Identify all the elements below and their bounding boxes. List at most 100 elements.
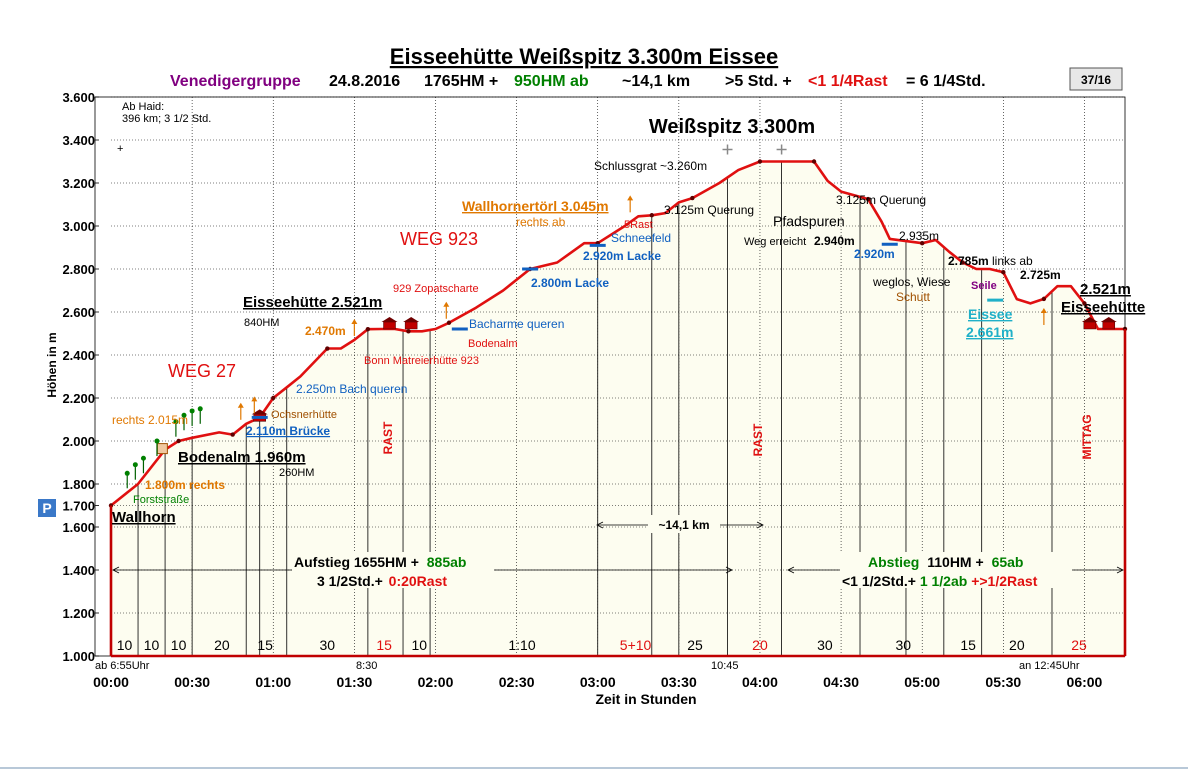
profile-fill-layer [111, 161, 1125, 656]
profile-point-6 [230, 432, 235, 437]
profile-point-45 [920, 241, 925, 246]
annot-bodenalm2: Bodenalm [468, 338, 518, 350]
annot-bacharme: Bacharme queren [469, 317, 564, 331]
abstieg-line1c: 65ab [992, 554, 1024, 570]
x-tick-label-12: 06:00 [1067, 674, 1103, 690]
start-time-note: ab 6:55Uhr [95, 660, 150, 672]
segment-duration-16: 25 [1071, 637, 1087, 653]
distance-arrow: ~14,1 km [596, 515, 764, 533]
date-label: 24.8.2016 [329, 73, 400, 90]
time-830-note: 8:30 [356, 660, 377, 672]
profile-point-21 [446, 320, 452, 325]
x-tick-label-8: 04:00 [742, 674, 778, 690]
x-tick-label-10: 05:00 [904, 674, 940, 690]
profile-point-30 [649, 213, 654, 218]
segment-duration-5: 30 [320, 637, 336, 653]
bodenalm-icon [156, 443, 168, 455]
segment-duration-13: 30 [895, 637, 911, 653]
segment-duration-3: 20 [214, 637, 230, 653]
rast-label-1: RAST [381, 421, 395, 454]
profile-point-33 [690, 195, 695, 201]
waypoint-markers [124, 144, 1117, 489]
hut-icon-2 [404, 321, 418, 330]
aufstieg-line2b: 0:20Rast [389, 573, 448, 589]
annot-m2935: 2.935m [899, 229, 939, 243]
rest-label: <1 1/4Rast [808, 73, 888, 90]
annot-m2725: 2.725m [1020, 268, 1061, 282]
annot-m2661: 2.661m [966, 324, 1013, 340]
annot-hm260: 260HM [279, 467, 314, 479]
y-tick-label-1: 1.200 [62, 606, 95, 621]
x-tick-label-6: 03:00 [580, 674, 616, 690]
abstieg-line2c: +>1/2Rast [971, 573, 1037, 589]
y-tick-label-13: 3.400 [62, 133, 95, 148]
distance-header: ~14,1 km [622, 73, 690, 90]
y-tick-label-6: 2.000 [62, 434, 95, 449]
y-tick-label-14: 3.600 [62, 90, 95, 105]
annot-rast5: 5Rast [624, 219, 653, 231]
annot-weg923: WEG 923 [400, 229, 478, 249]
annot-m2940: 2.940m [814, 234, 855, 248]
profile-point-57 [1082, 301, 1087, 306]
y-tick-label-10: 2.800 [62, 262, 95, 277]
profile-line [110, 160, 1125, 507]
segment-duration-15: 20 [1009, 637, 1025, 653]
annot-seile: Seile [971, 280, 997, 292]
x-tick-label-0: 00:00 [93, 674, 129, 690]
x-axis-ticks: 00:00 00:30 01:00 01:30 02:00 02:30 03:00 03:30… [93, 674, 1102, 690]
tree-icon-2 [140, 455, 146, 461]
y-tick-label-12: 3.200 [62, 176, 95, 191]
distance-label: ~14,1 km [658, 518, 709, 532]
group-label: Venedigergruppe [170, 73, 301, 90]
annot-m2785: 2.785m [948, 254, 989, 268]
annot-eisseehuette2: Eisseehütte [1061, 299, 1145, 316]
profile-point-18 [406, 329, 411, 334]
segment-duration-4: 15 [257, 637, 273, 653]
profile-point-3 [176, 438, 181, 444]
aufstieg-line1: Aufstieg 1655HM + 885ab [294, 554, 466, 570]
junction-arrow-head-4 [627, 195, 634, 201]
y-tick-label-9: 2.600 [62, 305, 95, 320]
annotations: Wallhorn Forststraße 1.800m rechts recht… [112, 116, 1145, 526]
aufstieg-line2: 3 1/2Std.+ 0:20Rast [317, 573, 447, 589]
annot-eisseehuette1: Eisseehütte 2.521m [243, 294, 382, 311]
annot-rechts2015: rechts 2.015m [112, 413, 188, 427]
y-tick-label-8: 2.400 [62, 348, 95, 363]
annot-weg27: WEG 27 [168, 361, 236, 381]
segment-duration-1: 10 [144, 637, 160, 653]
x-tick-label-5: 02:30 [499, 674, 535, 690]
annot-schlussgrat: Schlussgrat ~3.260m [594, 159, 707, 173]
y-axis-label: Höhen in m [45, 332, 59, 397]
y-tick-label-3: 1.600 [62, 520, 95, 535]
note-line-1: Ab Haid: [122, 101, 164, 113]
junction-arrow-head-5 [1040, 307, 1047, 313]
total-label: = 6 1/4Std. [906, 73, 986, 90]
annot-eissee: Eissee [968, 306, 1013, 322]
aufstieg-text: Aufstieg 1655HM + 885ab 3 1/2Std.+ 0:20R… [292, 552, 494, 589]
annot-schutt: Schutt [896, 290, 931, 304]
profile-area-fill [111, 161, 1125, 656]
aufstieg-line2a: 3 1/2Std.+ [317, 573, 383, 589]
tree-icon-4 [173, 419, 179, 425]
tree-icon-6 [189, 408, 195, 414]
profile-point-36 [757, 159, 763, 164]
y-tick-label-11: 3.000 [62, 219, 95, 234]
tree-icon-7 [197, 406, 203, 412]
tree-icon-1 [132, 462, 138, 468]
profile-point-51 [1001, 270, 1006, 275]
y-tick-label-0: 1.000 [62, 649, 95, 664]
annot-lacke2800: 2.800m Lacke [531, 276, 609, 290]
annot-querung2: 3.125m Querung [836, 193, 926, 207]
hm-down-label: 950HM ab [514, 73, 589, 90]
parking-badge-text: P [42, 500, 51, 516]
junction-arrow-head-1 [251, 396, 258, 402]
junction-arrow-head-0 [237, 402, 244, 408]
aufstieg-line1b: 885ab [427, 554, 467, 570]
segment-duration-8: 1:10 [508, 637, 535, 653]
plus-mark: + [117, 143, 123, 155]
y-tick-label-2: 1.400 [62, 563, 95, 578]
segment-durations: 10 10 10 20 15 30 15 10 1:10 5+10 25 20 30 30 15 20 25 [117, 637, 1087, 653]
x-tick-label-9: 04:30 [823, 674, 859, 690]
annot-wallhornertoerl: Wallhornertörl 3.045m [462, 198, 609, 214]
